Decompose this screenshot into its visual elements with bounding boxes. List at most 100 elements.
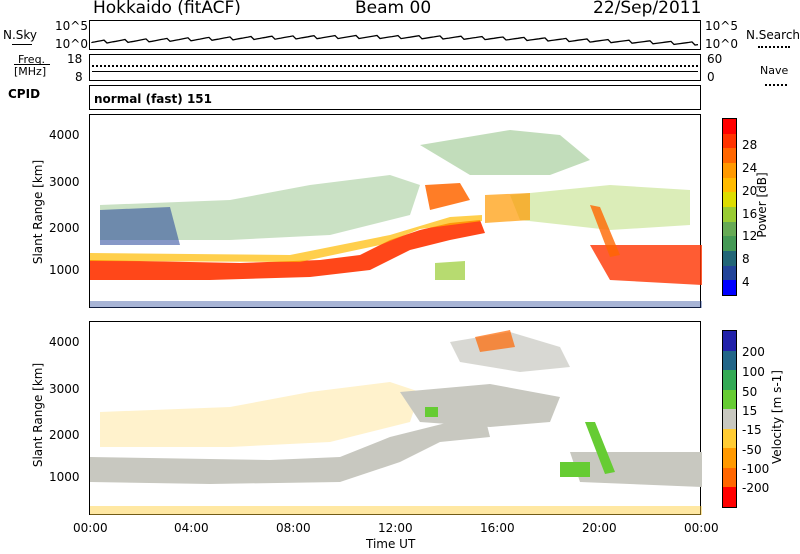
- noise-left-tick-top: 10^5: [55, 19, 88, 33]
- velocity-cbar-segment: [723, 350, 736, 371]
- velocity-cbar-segment: [723, 389, 736, 410]
- velocity-plot: [89, 321, 702, 515]
- power-plot: [89, 114, 702, 308]
- velocity-cbar-segment: [723, 487, 736, 507]
- freq-right-tick-top: 60: [707, 52, 723, 66]
- velocity-cbar-segment: [723, 370, 736, 390]
- freq-label-1: Freq.: [18, 53, 46, 66]
- power-cbar-tick-28: 28: [742, 138, 758, 152]
- velocity-green-patch-2: [425, 407, 438, 417]
- velocity-colorbar: [722, 330, 737, 508]
- velocity-cbar-tick-neg50: -50: [742, 443, 762, 457]
- nave-label: Nave: [760, 64, 789, 77]
- power-cbar-segment: [723, 206, 736, 222]
- velocity-cbar-tick-100: 100: [742, 365, 765, 379]
- velocity-upper-echoes: [100, 382, 420, 447]
- noise-left-tick-bottom: 10^0: [55, 37, 88, 51]
- cpid-value: normal (fast) 151: [94, 92, 212, 106]
- power-main-band: [90, 220, 485, 280]
- velocity-cbar-tick-200: 200: [742, 345, 765, 359]
- velocity-cbar-segment: [723, 467, 736, 488]
- power-left-blue: [100, 207, 180, 245]
- xtick-20: 20:00: [582, 521, 617, 535]
- freq-legend-line: [14, 64, 50, 65]
- power-upper-echoes: [100, 175, 420, 240]
- plot-title: Hokkaido (fitACF): [93, 0, 241, 18]
- velocity-ground-row: [90, 506, 702, 515]
- power-ground-row: [90, 301, 702, 308]
- freq-trace: [92, 71, 698, 72]
- cpid-strip: normal (fast) 151: [89, 85, 701, 110]
- power-cbar-segment: [723, 236, 736, 251]
- velocity-top-orange: [475, 330, 515, 352]
- power-cbar-segment: [723, 148, 736, 163]
- power-ytick-2000: 2000: [49, 221, 80, 235]
- cpid-label: CPID: [8, 87, 41, 101]
- velocity-green-streak: [585, 422, 615, 474]
- power-cbar-segment: [723, 177, 736, 193]
- freq-right-tick-bottom: 0: [707, 70, 715, 84]
- power-cbar-tick-20: 20: [742, 184, 758, 198]
- velocity-ytick-1000: 1000: [49, 470, 80, 484]
- noise-trace: [91, 34, 699, 46]
- noise-sky-label: N.Sky: [3, 28, 38, 42]
- power-cbar-tick-12: 12: [742, 229, 758, 243]
- xtick-12: 12:00: [378, 521, 413, 535]
- noise-right-tick-bottom: 10^0: [705, 37, 738, 51]
- freq-strip: [89, 54, 701, 81]
- power-cbar-segment: [723, 265, 736, 281]
- nave-trace: [92, 65, 698, 67]
- velocity-cbar-segment: [723, 428, 736, 449]
- power-cbar-segment: [723, 192, 736, 207]
- velocity-cbar-segment: [723, 448, 736, 468]
- xtick-04: 04:00: [174, 521, 209, 535]
- noise-sky-legend-line: [12, 44, 32, 45]
- xtick-16: 16:00: [480, 521, 515, 535]
- noise-search-legend-line: [758, 46, 790, 48]
- nave-legend-line: [765, 84, 787, 86]
- velocity-cbar-label: Velocity [m s-1]: [770, 370, 784, 464]
- power-colorbar: [722, 118, 737, 296]
- power-cbar-tick-16: 16: [742, 207, 758, 221]
- velocity-heatmap: [90, 330, 702, 515]
- power-upper-echoes-2: [420, 130, 590, 175]
- velocity-ytick-2000: 2000: [49, 428, 80, 442]
- noise-strip: [89, 20, 701, 50]
- power-cbar-label: Power [dB]: [755, 172, 769, 238]
- velocity-green-patch: [560, 462, 590, 477]
- xtick-00-end: 00:00: [684, 521, 719, 535]
- beam-label: Beam 00: [355, 0, 432, 18]
- power-mid-patch: [425, 183, 470, 210]
- power-small-blob: [435, 261, 465, 280]
- noise-right-tick-top: 10^5: [705, 19, 738, 33]
- power-cbar-segment: [723, 221, 736, 237]
- velocity-cbar-tick-15: 15: [742, 404, 758, 418]
- power-ytick-3000: 3000: [49, 175, 80, 189]
- power-cbar-tick-4: 4: [742, 275, 750, 289]
- power-right-band: [590, 245, 702, 285]
- velocity-cbar-tick-50: 50: [742, 385, 758, 399]
- power-ytick-1000: 1000: [49, 263, 80, 277]
- power-streak: [590, 205, 620, 257]
- power-mid-patch-2: [485, 193, 530, 223]
- power-cbar-segment: [723, 280, 736, 295]
- date-label: 22/Sep/2011: [593, 0, 702, 18]
- noise-sky-line: [91, 34, 699, 46]
- velocity-cbar-segment: [723, 331, 736, 351]
- velocity-main-band: [90, 417, 490, 484]
- power-cbar-segment: [723, 133, 736, 149]
- power-ylabel: Slant Range [km]: [31, 159, 45, 265]
- x-axis-label: Time UT: [366, 537, 416, 551]
- velocity-cbar-tick-neg100: -100: [742, 462, 770, 476]
- power-main-band-edge: [90, 215, 482, 262]
- power-heatmap: [90, 130, 702, 308]
- noise-search-label: N.Search: [746, 28, 800, 42]
- velocity-cbar-tick-neg200: -200: [742, 481, 770, 495]
- velocity-ytick-3000: 3000: [49, 382, 80, 396]
- velocity-ylabel: Slant Range [km]: [31, 362, 45, 468]
- power-cbar-tick-8: 8: [742, 252, 750, 266]
- velocity-cbar-segment: [723, 409, 736, 429]
- power-cbar-segment: [723, 250, 736, 266]
- power-cbar-segment: [723, 119, 736, 134]
- power-cbar-segment: [723, 162, 736, 178]
